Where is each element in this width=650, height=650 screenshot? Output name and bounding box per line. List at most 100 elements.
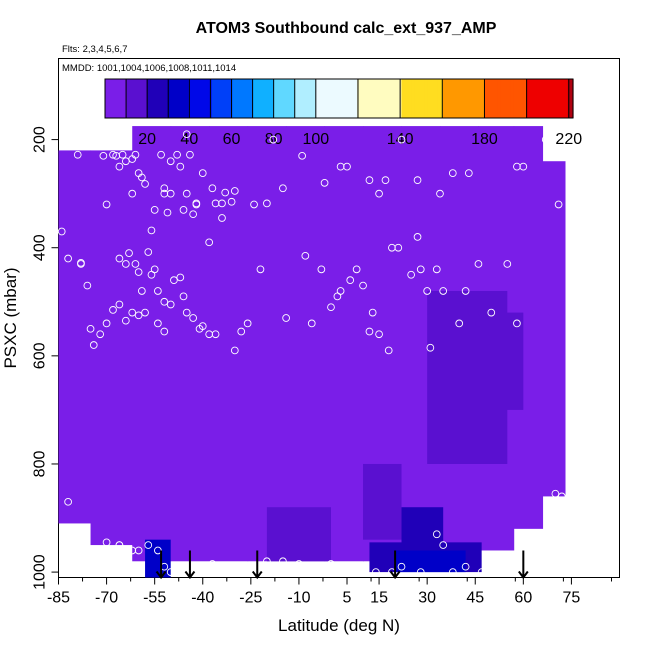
colorbar-segment — [539, 79, 543, 118]
colorbar-frame — [104, 78, 574, 119]
colorbar-segment — [489, 79, 493, 118]
colorbar-segment — [362, 79, 366, 118]
colorbar-segment — [523, 79, 527, 118]
observation-point — [250, 200, 258, 209]
chart-title: ATOM3 Southbound calc_ext_937_AMP — [196, 20, 497, 37]
colorbar-segment — [534, 79, 538, 118]
y-axis-label: PSXC (mbar) — [1, 267, 20, 368]
colorbar-segment — [310, 79, 314, 118]
observation-point — [189, 210, 197, 219]
colorbar-segment — [245, 79, 249, 118]
colorbar-segment — [287, 79, 291, 118]
colorbar-segment — [190, 79, 194, 118]
colorbar-segment — [318, 79, 322, 118]
colorbar-segment — [500, 79, 504, 118]
observation-point — [461, 562, 470, 571]
colorbar-segment — [422, 79, 426, 118]
colorbar-segment — [263, 79, 267, 118]
observation-point — [77, 259, 85, 267]
colorbar-segment — [177, 79, 181, 118]
observation-point — [346, 276, 355, 285]
observation-point — [365, 327, 374, 336]
observation-point — [115, 300, 124, 309]
observation-point — [413, 176, 422, 184]
colorbar-segment — [357, 79, 361, 118]
observation-point — [125, 249, 133, 257]
observation-point — [182, 308, 191, 317]
colorbar-segment — [133, 79, 137, 118]
colorbar-segment — [138, 79, 142, 118]
colorbar-segment — [333, 79, 337, 118]
x-tick-label: -70 — [95, 590, 118, 607]
colorbar-segment — [281, 79, 285, 118]
colorbar-segment — [289, 79, 293, 118]
observation-point — [503, 260, 512, 268]
colorbar-segment — [206, 79, 210, 118]
colorbar-segment — [258, 79, 262, 118]
observation-point — [464, 169, 473, 177]
colorbar-segment — [554, 79, 558, 118]
observation-point — [189, 314, 197, 322]
observation-point — [166, 300, 175, 309]
observation-point — [208, 560, 217, 568]
colorbar-segment — [521, 79, 525, 118]
observation-point — [221, 188, 230, 197]
colorbar-tick-label: 100 — [302, 131, 329, 148]
colorbar-segment — [292, 79, 296, 118]
observation-point — [295, 560, 303, 568]
observation-point — [96, 330, 105, 339]
colorbar-segment — [518, 79, 522, 118]
observation-point — [246, 562, 255, 571]
x-tick-label: 60 — [514, 590, 532, 607]
colorbar-segment — [294, 79, 298, 118]
colorbar-segment — [430, 79, 434, 118]
colorbar-segment — [203, 79, 207, 118]
colorbar-segment — [544, 79, 548, 118]
colorbar-segment — [482, 79, 486, 118]
observation-point — [269, 135, 278, 144]
colorbar-segment — [404, 79, 408, 118]
colorbar-segment — [344, 79, 348, 118]
observation-point — [99, 151, 108, 160]
colorbar-segment — [383, 79, 387, 118]
field-column — [170, 126, 210, 562]
colorbar-segment — [484, 79, 488, 118]
colorbar-segment — [367, 79, 371, 118]
x-tick-label: 30 — [418, 590, 436, 607]
colorbar-segment — [354, 79, 358, 118]
colorbar-segment — [128, 79, 132, 118]
colorbar-segment — [105, 79, 109, 118]
observation-point — [102, 319, 111, 328]
colorbar-segment — [167, 79, 171, 118]
colorbar-segment — [219, 79, 223, 118]
x-tick-label: 15 — [370, 590, 388, 607]
colorbar-segment — [492, 79, 496, 118]
observation-point — [154, 287, 162, 295]
colorbar-segment — [427, 79, 431, 118]
colorbar-segment — [341, 79, 345, 118]
field-column — [542, 161, 566, 497]
observation-point — [141, 308, 149, 317]
observation-point — [211, 330, 220, 339]
observation-point — [73, 150, 82, 159]
x-tick-label: -40 — [191, 590, 214, 607]
observation-point — [282, 314, 290, 322]
colorbar-segment — [266, 79, 270, 118]
colorbar-segment — [479, 79, 483, 118]
observation-point — [182, 189, 191, 198]
colorbar-segment — [424, 79, 428, 118]
colorbar-segment — [445, 79, 449, 118]
field-column — [324, 126, 364, 562]
colorbar-segment — [458, 79, 462, 118]
colorbar-segment — [505, 79, 509, 118]
observation-point — [131, 260, 140, 268]
observation-point — [307, 319, 316, 328]
colorbar-segment — [562, 79, 566, 118]
colorbar-segment — [365, 79, 369, 118]
colorbar-segment — [497, 79, 501, 118]
observation-point — [311, 562, 319, 571]
colorbar-segment — [515, 79, 519, 118]
observation-point — [432, 265, 441, 274]
colorbar-segment — [193, 79, 197, 118]
colorbar-segment — [476, 79, 480, 118]
